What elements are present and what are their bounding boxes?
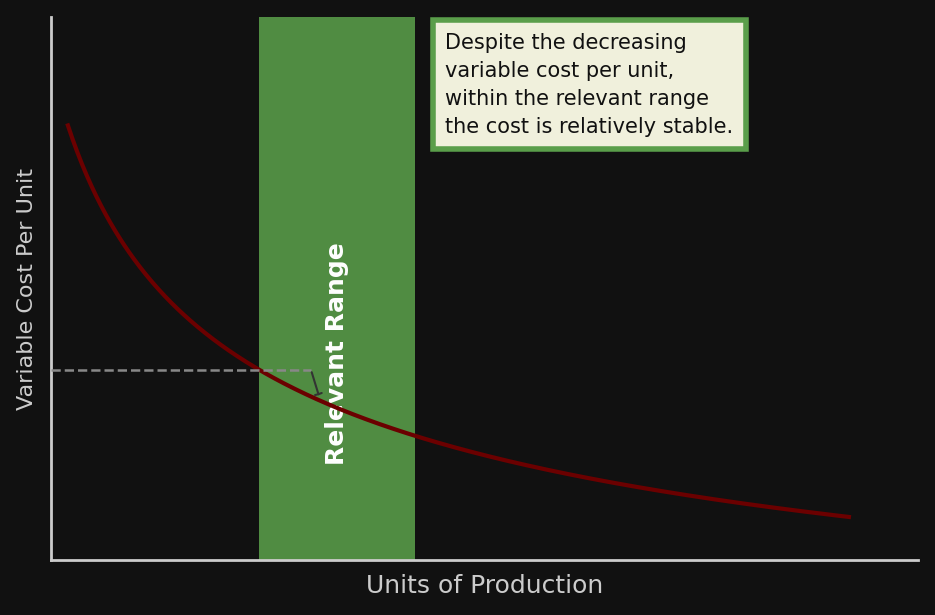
Y-axis label: Variable Cost Per Unit: Variable Cost Per Unit bbox=[17, 167, 36, 410]
Text: Relevant Range: Relevant Range bbox=[325, 242, 349, 465]
X-axis label: Units of Production: Units of Production bbox=[366, 574, 603, 598]
Text: Despite the decreasing
variable cost per unit,
within the relevant range
the cos: Despite the decreasing variable cost per… bbox=[445, 33, 734, 137]
Bar bbox=[259, 17, 415, 560]
